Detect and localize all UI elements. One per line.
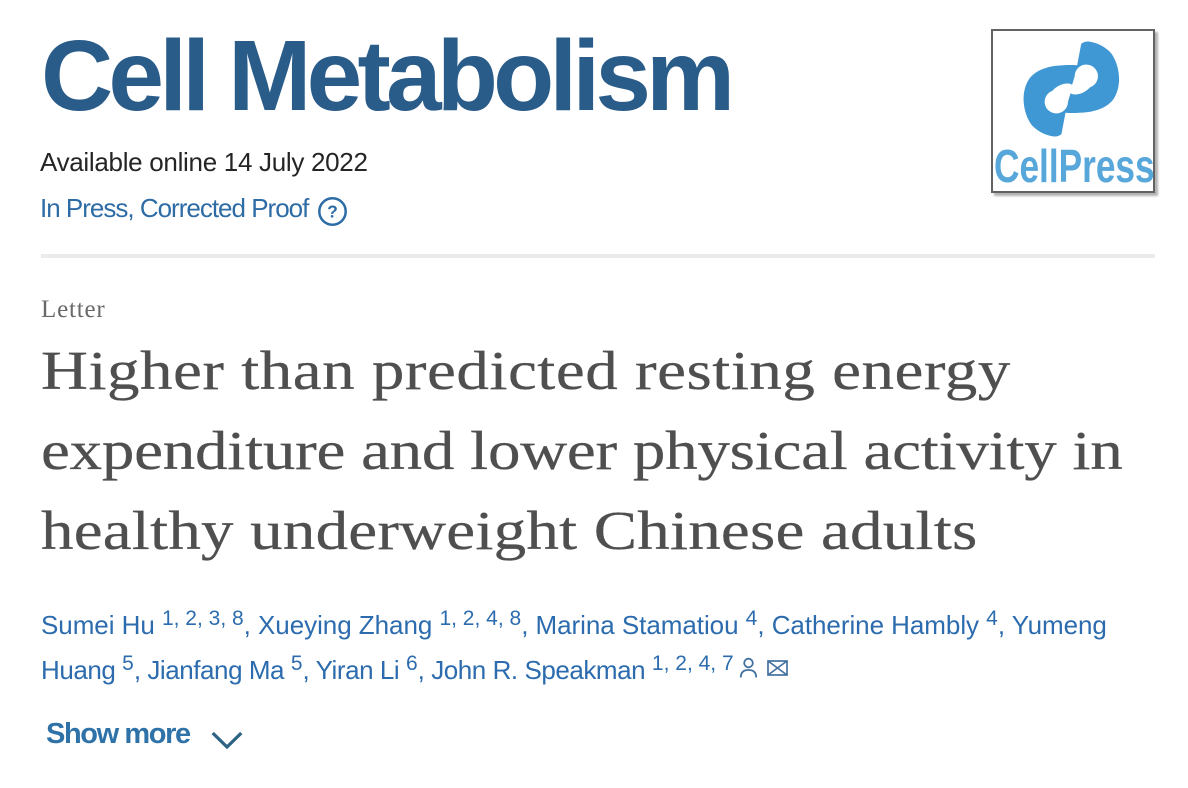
svg-text:?: ? [327, 202, 338, 222]
